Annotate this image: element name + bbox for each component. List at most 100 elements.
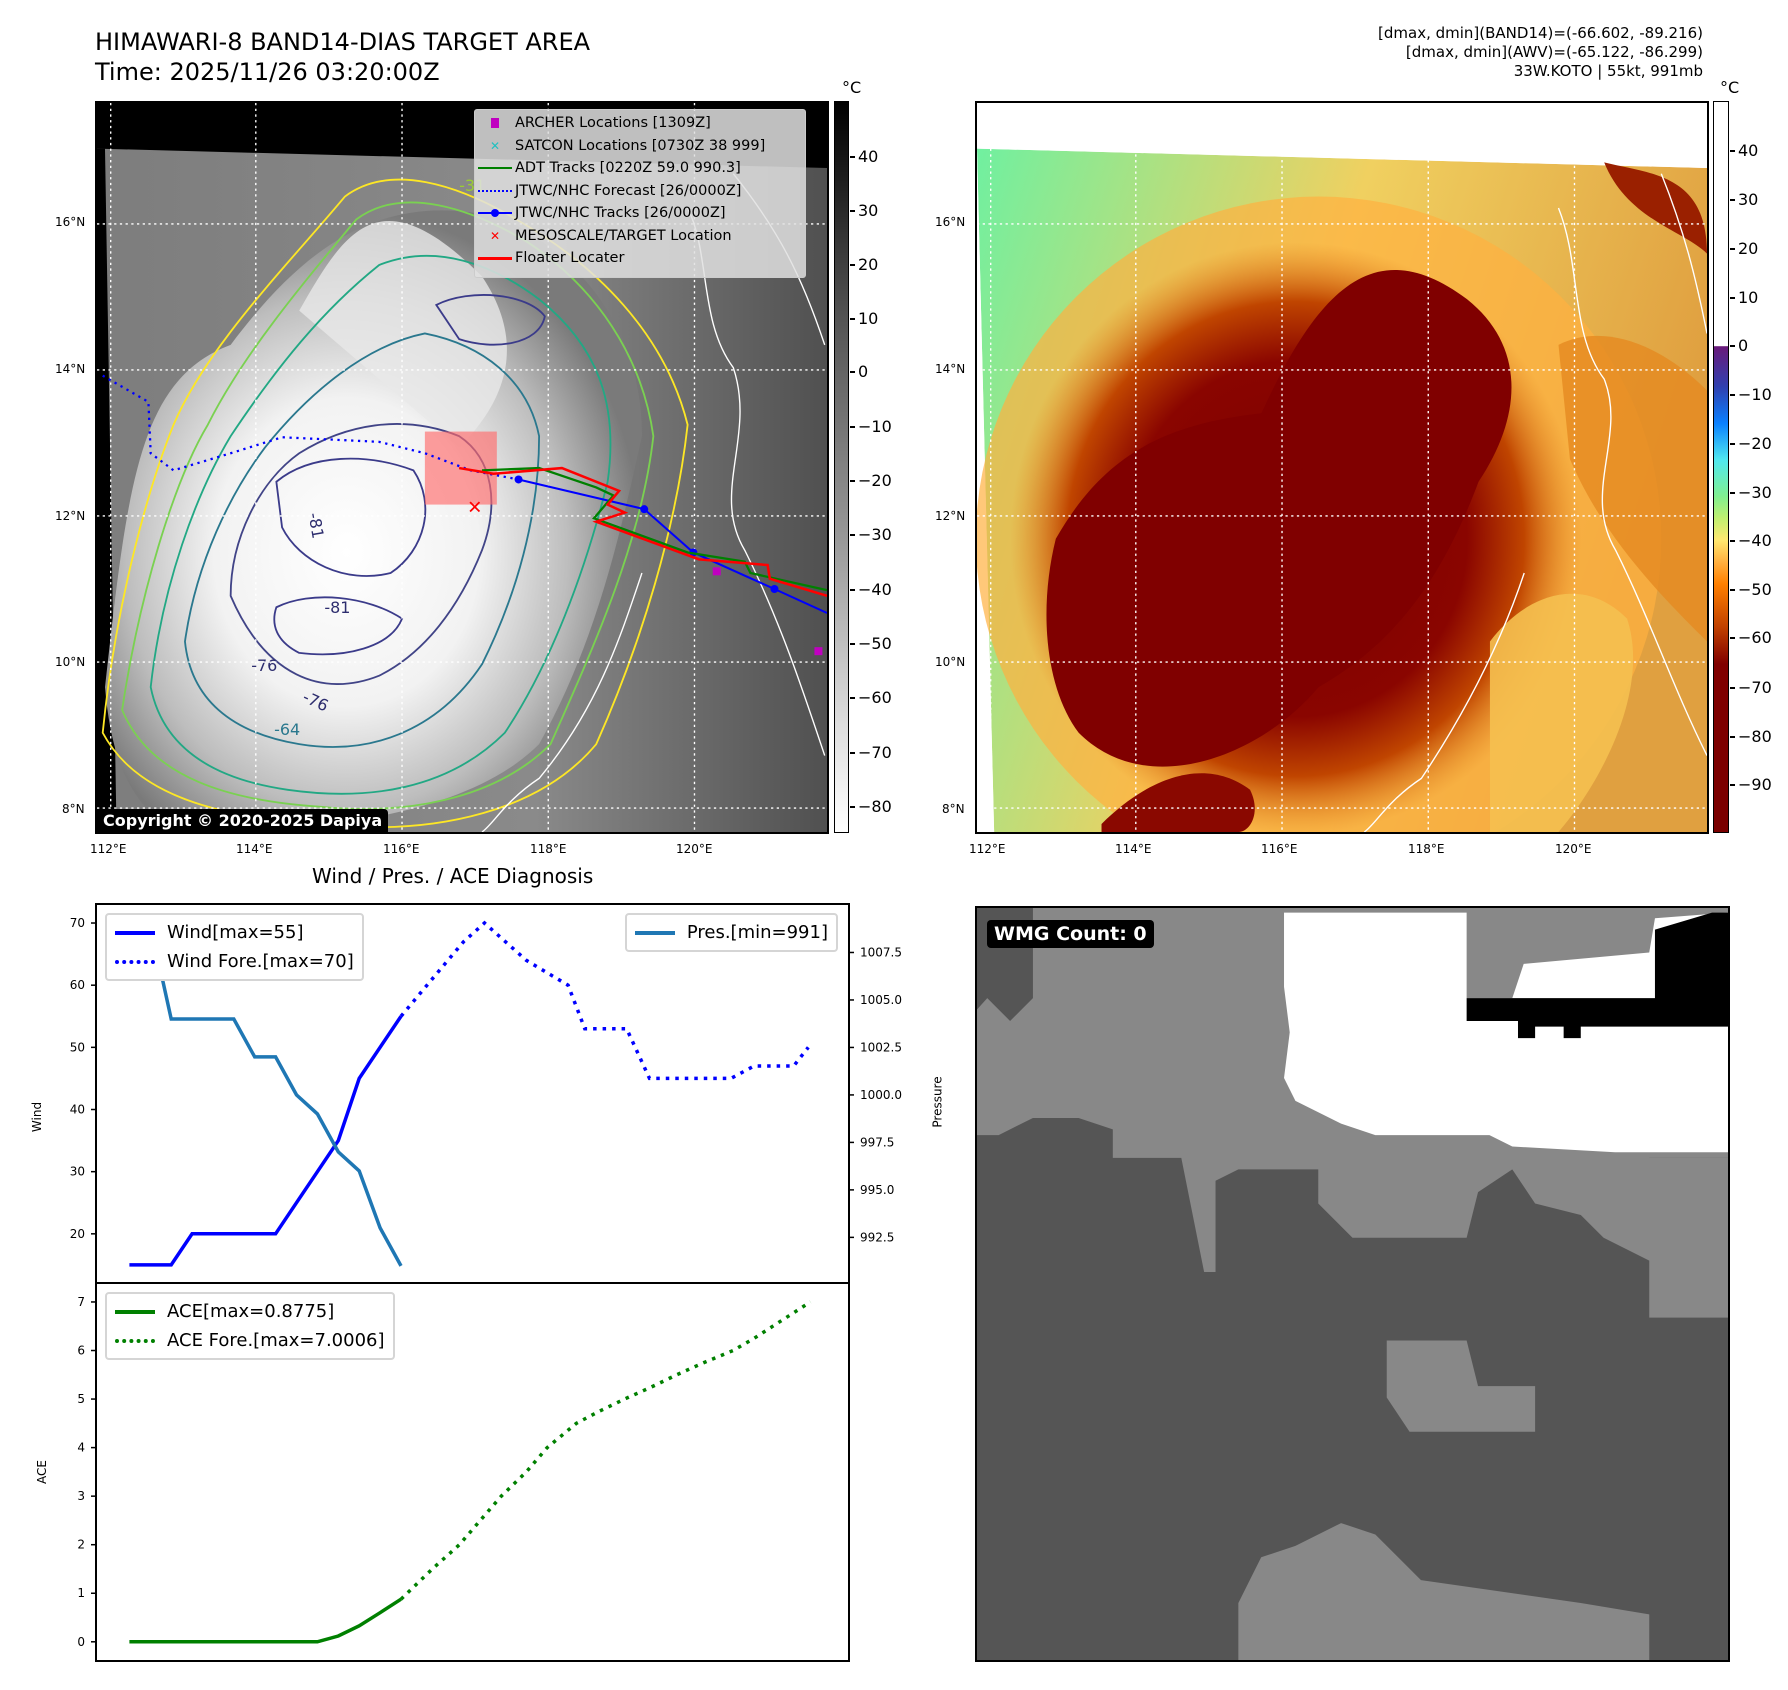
info-awv-range: [dmax, dmin](AWV)=(-65.122, -86.299)	[1405, 43, 1703, 61]
colorbar-tick: −90	[1730, 775, 1772, 794]
figure-time: Time: 2025/11/26 03:20:00Z	[95, 58, 440, 86]
y-tick-label: 60	[70, 978, 85, 992]
series-line-pres-	[129, 922, 403, 1267]
legend-archer: ARCHER Locations [1309Z]	[475, 112, 805, 135]
y2-tick-label: 1005.0	[860, 993, 902, 1007]
lon-label: 114°E	[236, 842, 273, 856]
copyright-label: Copyright © 2020-2025 Dapiya	[97, 809, 389, 832]
lon-label: 120°E	[1555, 842, 1592, 856]
lat-label: 16°N	[55, 215, 86, 229]
legend-ace-forecast: ACE Fore.[max=7.0006]	[115, 1326, 385, 1355]
dotted-line-icon	[115, 1338, 155, 1343]
awv-imagery	[977, 103, 1707, 832]
colorbar-tick: −10	[1730, 385, 1772, 404]
y2-tick-label: 997.5	[860, 1135, 894, 1149]
lat-label: 16°N	[935, 215, 966, 229]
coastlines	[1363, 173, 1707, 832]
dotted-line-icon	[475, 189, 515, 192]
y-tick-label: 30	[70, 1165, 85, 1179]
lon-label: 118°E	[530, 842, 567, 856]
line-icon	[475, 256, 515, 260]
line-icon	[115, 1309, 155, 1314]
dotted-line-icon	[115, 959, 155, 964]
lat-label: 8°N	[62, 802, 85, 816]
y-tick-label: 5	[77, 1392, 85, 1406]
ace-legend: ACE[max=0.8775] ACE Fore.[max=7.0006]	[105, 1292, 395, 1360]
colorbar-tick: −50	[850, 634, 892, 653]
colorbar-tick: 40	[849, 147, 879, 166]
colorbar-tick: −10	[850, 417, 892, 436]
colorbar-tick: −30	[850, 525, 892, 544]
chart-title: Wind / Pres. / ACE Diagnosis	[312, 864, 594, 888]
colorbar-tick: −40	[1730, 531, 1772, 550]
lon-label: 112°E	[90, 842, 127, 856]
colorbar-unit: °C	[1720, 78, 1740, 97]
info-storm: 33W.KOTO | 55kt, 991mb	[1513, 62, 1703, 80]
line-icon	[475, 167, 515, 170]
y-tick-label: 3	[77, 1489, 85, 1503]
colorbar-tick: −70	[1730, 678, 1772, 697]
wmg-imagery	[977, 908, 1728, 1660]
awv-map[interactable]	[975, 101, 1709, 834]
legend-wind-forecast: Wind Fore.[max=70]	[115, 947, 354, 976]
ace-plot: 0 1 2 3 4 5 6 7	[77, 1295, 812, 1649]
lon-label: 112°E	[969, 842, 1006, 856]
lon-label: 114°E	[1115, 842, 1152, 856]
band14-map[interactable]: -31 -81 -81 -76 -76 -64 ✕ ARCHER Locatio…	[95, 101, 829, 834]
lon-label: 116°E	[383, 842, 420, 856]
colorbar-tick: −30	[1730, 483, 1772, 502]
colorbar-tick: −50	[1730, 580, 1772, 599]
svg-text:-81: -81	[304, 511, 327, 540]
archer-marker	[814, 647, 823, 656]
colorbar-tick: −70	[850, 743, 892, 762]
colorbar-tick: 0	[849, 362, 869, 381]
series-line-wind-fore-	[399, 920, 810, 1081]
y-tick-label: 70	[70, 916, 85, 930]
colorbar-tick: 10	[1729, 288, 1759, 307]
colorbar-tick: −20	[850, 471, 892, 490]
svg-text:-64: -64	[274, 720, 300, 739]
colorbar-tick: 30	[849, 201, 879, 220]
colorbar-tick: −20	[1730, 434, 1772, 453]
y-tick-label: 7	[77, 1295, 85, 1309]
lon-label: 116°E	[1261, 842, 1298, 856]
lat-label: 12°N	[55, 509, 86, 523]
adt-track	[481, 466, 827, 592]
y-tick-label: 4	[77, 1441, 85, 1455]
lat-label: 14°N	[55, 362, 86, 376]
map-legend: ARCHER Locations [1309Z] ✕ SATCON Locatio…	[474, 109, 806, 278]
band14-colorbar	[834, 101, 849, 833]
svg-text:-76: -76	[251, 656, 277, 675]
lat-label: 10°N	[935, 655, 966, 669]
colorbar-tick: 0	[1729, 336, 1749, 355]
y2-tick-label: 1000.0	[860, 1088, 902, 1102]
y-tick-label: 50	[70, 1040, 85, 1054]
legend-jtwc-forecast: JTWC/NHC Forecast [26/0000Z]	[475, 180, 805, 203]
lat-label: 12°N	[935, 509, 966, 523]
colorbar-tick: −60	[1730, 628, 1772, 647]
colorbar-tick: 30	[1729, 190, 1759, 209]
line-icon	[115, 930, 155, 935]
svg-text:-81: -81	[324, 598, 350, 617]
wmg-panel: WMG Count: 0	[975, 906, 1730, 1662]
legend-jtwc-tracks: JTWC/NHC Tracks [26/0000Z]	[475, 202, 805, 225]
legend-wind: Wind[max=55]	[115, 918, 354, 947]
legend-ace: ACE[max=0.8775]	[115, 1297, 385, 1326]
colorbar-tick: −40	[850, 580, 892, 599]
figure-title: HIMAWARI-8 BAND14-DIAS TARGET AREA	[95, 28, 591, 56]
colorbar-tick: 40	[1729, 141, 1759, 160]
mesoscale-target-marker: ✕	[467, 498, 482, 519]
series-line-ace-fore-	[399, 1300, 812, 1601]
wind-pressure-plot: 20 30 40 50 60 70 992.5 995.0 997.5 1000.0 1002.5 1…	[70, 916, 902, 1267]
y-tick-label: 6	[77, 1344, 85, 1358]
colorbar-unit: °C	[842, 78, 862, 97]
y2-tick-label: 995.0	[860, 1183, 894, 1197]
series-line-ace	[129, 1597, 402, 1644]
colorbar-tick: −60	[850, 688, 892, 707]
wind-axis-label: Wind	[30, 1101, 45, 1133]
colorbar-tick: 20	[1729, 239, 1759, 258]
y-tick-label: 40	[70, 1103, 85, 1117]
colorbar-tick: 10	[849, 309, 879, 328]
awv-colorbar	[1713, 101, 1729, 833]
colorbar-tick: −80	[1730, 727, 1772, 746]
